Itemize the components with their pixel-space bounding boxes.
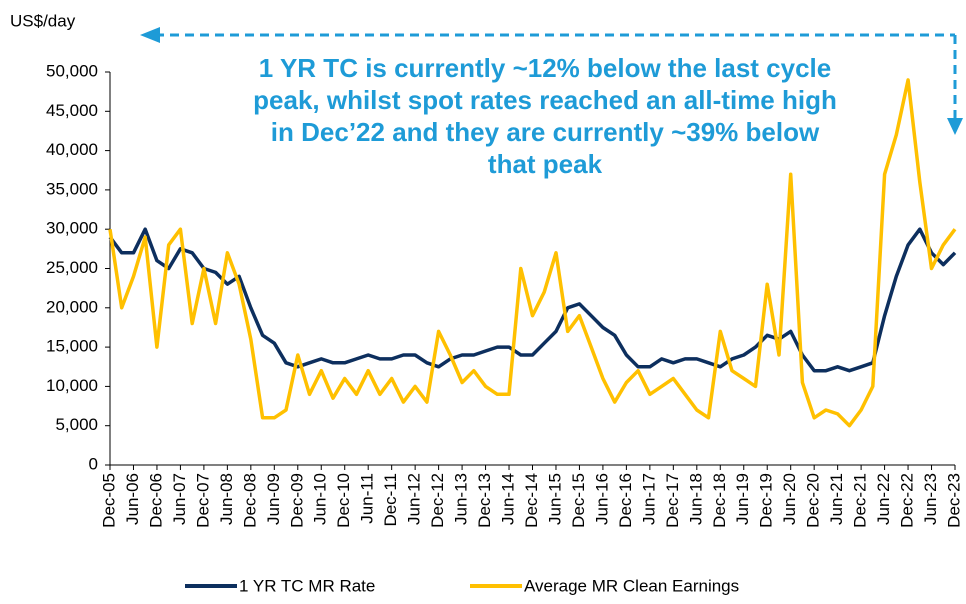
x-tick-label: Dec-15 — [569, 473, 588, 528]
x-tick-label: Dec-12 — [428, 473, 447, 528]
series-line — [108, 227, 957, 373]
y-axis-label: US$/day — [10, 11, 76, 30]
x-tick-label: Dec-16 — [616, 473, 635, 528]
x-tick-label: Dec-08 — [240, 473, 259, 528]
x-tick-label: Dec-21 — [851, 473, 870, 528]
x-tick-label: Jun-10 — [311, 473, 330, 525]
x-tick-label: Jun-06 — [123, 473, 142, 525]
x-tick-label: Jun-14 — [499, 473, 518, 525]
x-tick-label: Jun-15 — [545, 473, 564, 525]
x-tick-label: Dec-23 — [944, 473, 963, 528]
x-tick-label: Jun-21 — [827, 473, 846, 525]
annotation-line: in Dec’22 and they are currently ~39% be… — [271, 117, 820, 147]
x-tick-label: Dec-20 — [804, 473, 823, 528]
y-tick-label: 0 — [89, 454, 98, 473]
x-tick-label: Dec-07 — [193, 473, 212, 528]
x-tick-label: Dec-09 — [287, 473, 306, 528]
y-tick-label: 50,000 — [46, 61, 98, 80]
x-tick-label: Jun-18 — [686, 473, 705, 525]
x-tick-label: Jun-22 — [874, 473, 893, 525]
x-tick-label: Jun-16 — [592, 473, 611, 525]
x-tick-label: Dec-10 — [334, 473, 353, 528]
x-tick-label: Jun-09 — [264, 473, 283, 525]
y-tick-label: 40,000 — [46, 140, 98, 159]
y-tick-label: 25,000 — [46, 258, 98, 277]
x-tick-label: Dec-22 — [898, 473, 917, 528]
y-tick-label: 35,000 — [46, 179, 98, 198]
annotation: 1 YR TC is currently ~12% below the last… — [253, 53, 837, 179]
x-tick-label: Dec-11 — [381, 473, 400, 527]
x-tick-label: Dec-18 — [710, 473, 729, 528]
x-tick-label: Jun-07 — [170, 473, 189, 525]
arrow-head — [140, 27, 160, 43]
x-tick-label: Jun-19 — [733, 473, 752, 525]
x-tick-label: Dec-19 — [757, 473, 776, 528]
x-tick-label: Jun-11 — [358, 473, 377, 524]
y-tick-label: 15,000 — [46, 337, 98, 356]
x-tick-label: Jun-08 — [217, 473, 236, 525]
x-tick-label: Dec-14 — [522, 473, 541, 528]
legend-label: 1 YR TC MR Rate — [239, 576, 375, 595]
y-tick-label: 10,000 — [46, 376, 98, 395]
x-tick-label: Dec-17 — [663, 473, 682, 528]
x-tick-label: Dec-05 — [99, 473, 118, 528]
y-tick-label: 45,000 — [46, 101, 98, 120]
x-tick-label: Jun-17 — [639, 473, 658, 525]
y-tick-label: 5,000 — [55, 415, 98, 434]
annotation-line: 1 YR TC is currently ~12% below the last… — [259, 53, 831, 83]
legend-label: Average MR Clean Earnings — [524, 576, 739, 595]
annotation-line: peak, whilst spot rates reached an all-t… — [253, 85, 837, 115]
y-tick-label: 20,000 — [46, 297, 98, 316]
x-tick-label: Dec-13 — [475, 473, 494, 528]
x-tick-label: Dec-06 — [146, 473, 165, 528]
x-tick-label: Jun-13 — [452, 473, 471, 525]
x-tick-label: Jun-12 — [405, 473, 424, 525]
annotation-line: that peak — [488, 149, 603, 179]
y-tick-label: 30,000 — [46, 219, 98, 238]
series-line — [108, 78, 957, 428]
arrow-head — [947, 118, 963, 135]
x-tick-label: Jun-23 — [921, 473, 940, 525]
x-tick-label: Jun-20 — [780, 473, 799, 525]
